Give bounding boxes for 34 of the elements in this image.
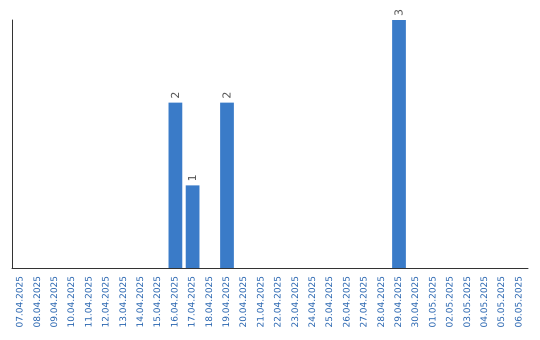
x-tick-label: 11.04.2025 xyxy=(84,276,94,328)
x-tick-label: 01.05.2025 xyxy=(428,276,438,328)
x-tick-label: 02.05.2025 xyxy=(446,276,456,328)
x-tick-label: 26.04.2025 xyxy=(342,276,352,328)
x-tick-label: 03.05.2025 xyxy=(462,276,473,328)
x-tick-label: 14.04.2025 xyxy=(136,276,146,328)
x-tick-label: 17.04.2025 xyxy=(188,276,198,328)
data-label: 3 xyxy=(392,9,406,16)
x-tick-label: 16.04.2025 xyxy=(170,276,180,328)
x-tick-label: 07.04.2025 xyxy=(16,276,26,328)
x-tick-label: 27.04.2025 xyxy=(360,276,370,328)
data-label: 1 xyxy=(186,174,200,182)
x-tick-label: 20.04.2025 xyxy=(239,276,250,328)
x-tick-label: 09.04.2025 xyxy=(50,276,60,328)
data-label: 2 xyxy=(220,92,234,99)
x-tick-label: 10.04.2025 xyxy=(67,276,78,328)
x-tick-label: 24.04.2025 xyxy=(308,276,318,328)
x-tick-label: 21.04.2025 xyxy=(256,276,266,328)
x-tick-label: 13.04.2025 xyxy=(118,276,129,328)
x-tick-label: 04.05.2025 xyxy=(480,276,490,328)
x-tick-label: 18.04.2025 xyxy=(204,276,215,328)
data-label: 2 xyxy=(168,92,182,99)
x-tick-label: 15.04.2025 xyxy=(153,276,164,328)
x-tick-label: 22.04.2025 xyxy=(274,276,284,328)
x-tick-label: 29.04.2025 xyxy=(394,276,404,328)
x-tick-label: 05.05.2025 xyxy=(497,276,508,328)
x-tick-label: 19.04.2025 xyxy=(222,276,232,328)
x-tick-label: 30.04.2025 xyxy=(411,276,422,328)
x-tick-label: 08.04.2025 xyxy=(32,276,43,328)
x-tick-label: 12.04.2025 xyxy=(102,276,112,328)
x-tick-label: 28.04.2025 xyxy=(376,276,387,328)
x-tick-label: 25.04.2025 xyxy=(325,276,336,328)
x-tick-label: 23.04.2025 xyxy=(290,276,301,328)
x-tick-label: 06.05.2025 xyxy=(514,276,524,328)
